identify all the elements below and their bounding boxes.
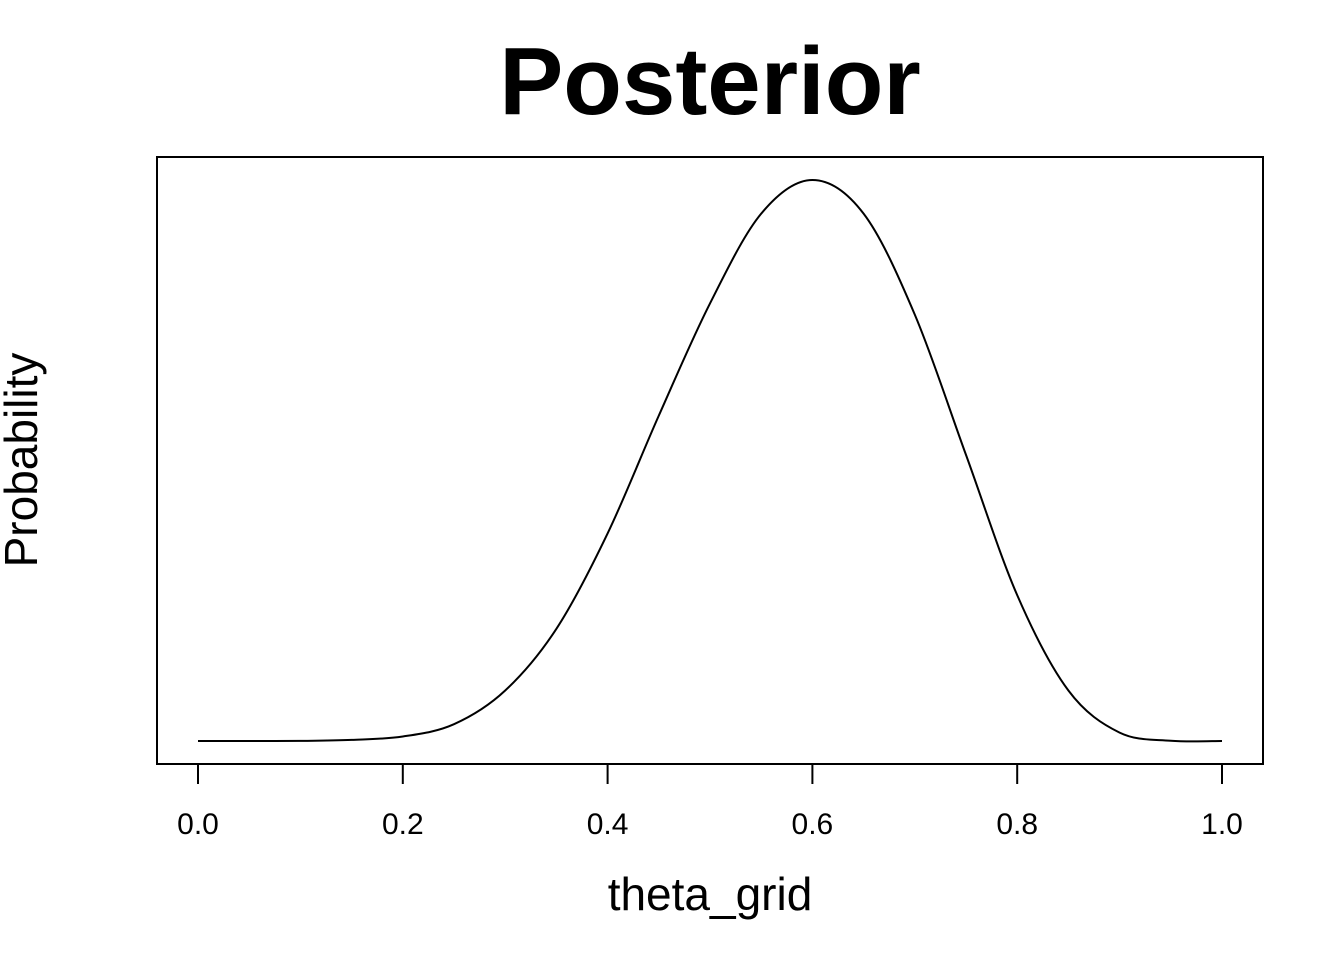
x-tick-label: 0.2 (382, 808, 424, 841)
x-tick-label: 0.8 (996, 808, 1038, 841)
plot-frame (156, 156, 1264, 765)
x-tick-label: 1.0 (1201, 808, 1243, 841)
chart-title: Posterior (499, 28, 920, 135)
series-layer (197, 178, 1223, 743)
y-axis-label: Probability (0, 353, 47, 568)
x-tick-label: 0.0 (177, 808, 219, 841)
x-axis: 0.0 0.2 0.4 0.6 0.8 1.0 (177, 764, 1243, 841)
x-axis-label: theta_grid (608, 868, 813, 920)
posterior-curve (197, 178, 1223, 743)
x-tick-label: 0.6 (792, 808, 834, 841)
x-tick-label: 0.4 (587, 808, 629, 841)
